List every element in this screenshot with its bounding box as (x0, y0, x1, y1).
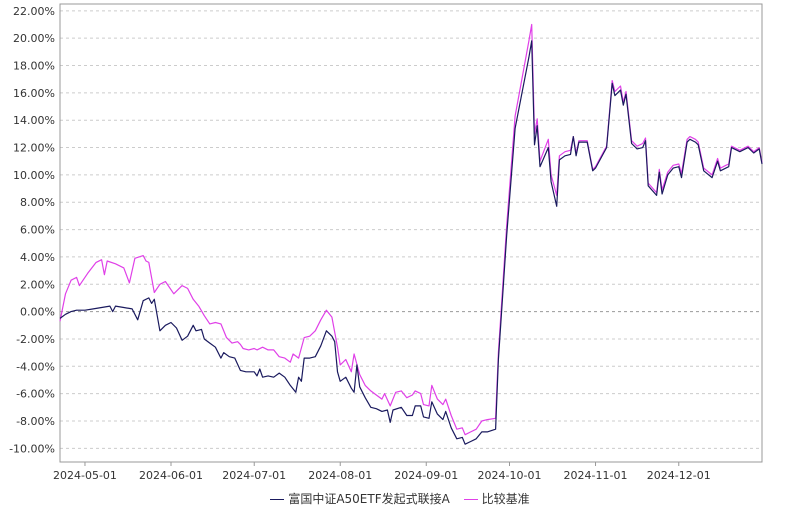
legend-label-fund: 富国中证A50ETF发起式联接A (288, 492, 450, 506)
x-tick-label: 2024-12-01 (647, 469, 711, 482)
y-tick-label: 22.00% (13, 5, 55, 18)
x-tick-label: 2024-06-01 (139, 469, 203, 482)
x-tick-label: 2024-08-01 (308, 469, 372, 482)
x-tick-label: 2024-07-01 (222, 469, 286, 482)
y-tick-label: 2.00% (20, 278, 55, 291)
y-tick-label: 6.00% (20, 224, 55, 237)
y-tick-label: 20.00% (13, 32, 55, 45)
x-tick-label: 2024-11-01 (564, 469, 628, 482)
series-line-benchmark (59, 23, 763, 436)
y-tick-label: -6.00% (16, 388, 55, 401)
y-tick-label: 16.00% (13, 87, 55, 100)
legend-label-benchmark: 比较基准 (481, 492, 530, 506)
y-tick-label: 18.00% (13, 60, 55, 73)
y-tick-label: -4.00% (16, 360, 55, 373)
y-tick-label: 0.00% (20, 306, 55, 319)
legend-swatch-fund (270, 499, 285, 500)
y-tick-label: -2.00% (16, 333, 55, 346)
x-tick-label: 2024-09-01 (394, 469, 458, 482)
axes: 22.00% 20.00% 18.00% 16.00% 14.00% 12.00% 10.0… (9, 3, 763, 482)
y-tick-label: 10.00% (13, 169, 55, 182)
grid-lines (60, 10, 762, 449)
y-tick-label: 12.00% (13, 142, 55, 155)
series-line-fund (59, 40, 763, 445)
series-lines (59, 23, 763, 445)
legend-swatch-benchmark (463, 499, 478, 500)
legend-item-benchmark[interactable]: 比较基准 (463, 490, 530, 507)
x-tick-label: 2024-10-01 (478, 469, 542, 482)
x-tick-label: 2024-05-01 (53, 469, 117, 482)
y-tick-label: 8.00% (20, 196, 55, 209)
y-tick-label: -10.00% (9, 442, 55, 455)
plot-frame (59, 3, 763, 463)
y-tick-label: -8.00% (16, 415, 55, 428)
legend-item-fund[interactable]: 富国中证A50ETF发起式联接A (270, 490, 450, 507)
y-tick-label: 4.00% (20, 251, 55, 264)
y-tick-label: 14.00% (13, 114, 55, 127)
legend: 富国中证A50ETF发起式联接A 比较基准 (0, 490, 800, 507)
